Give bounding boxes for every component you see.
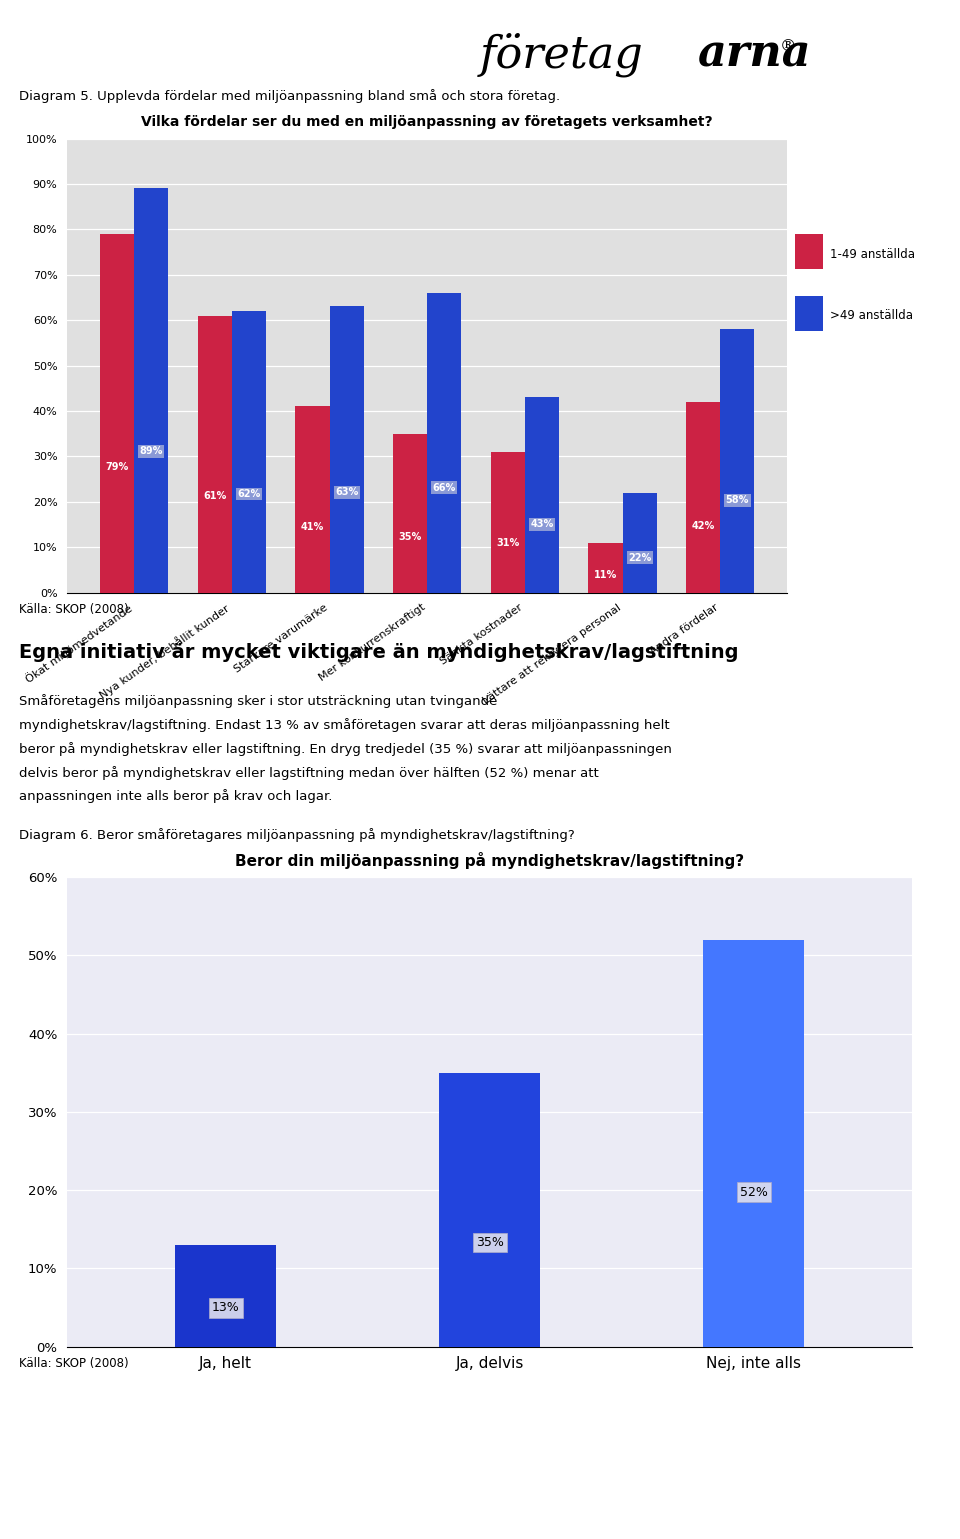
Text: >49 anställda: >49 anställda (830, 309, 913, 322)
Text: Diagram 5. Upplevda fördelar med miljöanpassning bland små och stora företag.: Diagram 5. Upplevda fördelar med miljöan… (19, 89, 561, 103)
Text: beror på myndighetskrav eller lagstiftning. En dryg tredjedel (35 %) svarar att : beror på myndighetskrav eller lagstiftni… (19, 742, 672, 756)
Text: Diagram 6. Beror småföretagares miljöanpassning på myndighetskrav/lagstiftning?: Diagram 6. Beror småföretagares miljöanp… (19, 828, 575, 842)
Text: 13%: 13% (212, 1302, 239, 1314)
Bar (440, 1073, 540, 1347)
Text: 79%: 79% (106, 462, 129, 472)
Text: 58%: 58% (726, 496, 749, 505)
Text: 41%: 41% (300, 522, 324, 532)
Text: myndighetskrav/lagstiftning. Endast 13 % av småföretagen svarar att deras miljöa: myndighetskrav/lagstiftning. Endast 13 %… (19, 717, 670, 733)
Text: Källa: SKOP (2008): Källa: SKOP (2008) (19, 1357, 129, 1370)
Bar (329, 306, 364, 593)
Bar (588, 543, 623, 593)
Bar (393, 434, 427, 593)
Text: anpassningen inte alls beror på krav och lagar.: anpassningen inte alls beror på krav och… (19, 790, 332, 803)
Bar (176, 1245, 276, 1347)
Bar (134, 188, 168, 593)
Text: Beror din miljöanpassning på myndighetskrav/lagstiftning?: Beror din miljöanpassning på myndighetsk… (235, 851, 744, 870)
Bar (795, 295, 823, 331)
Text: Småföretagens miljöanpassning sker i stor utsträckning utan tvingande: Småföretagens miljöanpassning sker i sto… (19, 694, 497, 708)
Bar (686, 402, 720, 593)
Text: Vilka fördelar ser du med en miljöanpassning av företagets verksamhet?: Vilka fördelar ser du med en miljöanpass… (141, 114, 713, 129)
Bar (198, 315, 231, 593)
Text: 62%: 62% (237, 489, 260, 499)
Text: delvis beror på myndighetskrav eller lagstiftning medan över hälften (52 %) mena: delvis beror på myndighetskrav eller lag… (19, 765, 599, 780)
Text: 43%: 43% (530, 519, 554, 529)
Text: 63%: 63% (335, 488, 358, 497)
Bar (231, 311, 266, 593)
Bar (720, 329, 755, 593)
Bar (100, 234, 134, 593)
Text: 61%: 61% (204, 491, 227, 500)
Text: 66%: 66% (433, 483, 456, 492)
Bar (795, 234, 823, 269)
Text: arna: arna (697, 32, 810, 75)
Text: 31%: 31% (496, 539, 519, 548)
Bar (623, 492, 657, 593)
Text: 35%: 35% (475, 1236, 504, 1250)
Text: 1-49 anställda: 1-49 anställda (830, 248, 916, 260)
Text: 22%: 22% (628, 553, 651, 563)
Text: företag: företag (480, 32, 644, 77)
Text: 11%: 11% (594, 569, 617, 580)
Bar (704, 940, 804, 1347)
Text: Källa: SKOP (2008): Källa: SKOP (2008) (19, 603, 129, 616)
Bar (525, 397, 559, 593)
Text: ®: ® (780, 38, 796, 55)
Bar (427, 292, 462, 593)
Text: 42%: 42% (691, 520, 715, 531)
Text: 52%: 52% (739, 1185, 768, 1199)
Bar (491, 452, 525, 593)
Bar (296, 406, 329, 593)
Text: 35%: 35% (398, 532, 421, 542)
Text: 89%: 89% (139, 446, 163, 456)
Text: Egna initiativ är mycket viktigare än myndighetskrav/lagstiftning: Egna initiativ är mycket viktigare än my… (19, 643, 738, 662)
